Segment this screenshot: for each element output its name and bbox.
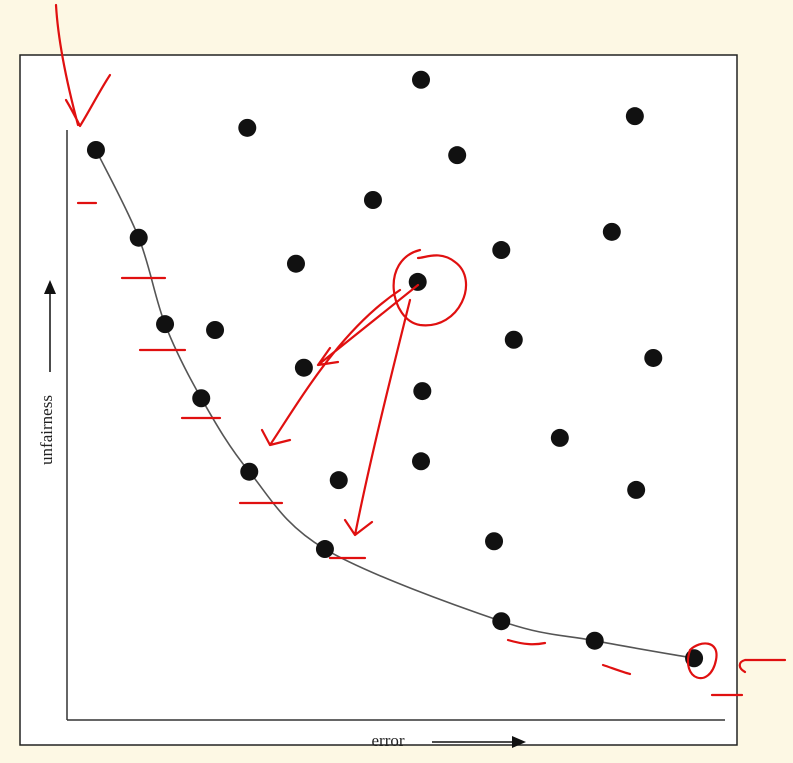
ink-end-mark (687, 642, 787, 680)
ink-ticks (76, 201, 744, 697)
y-axis-label: unfairness (37, 395, 56, 465)
point (86, 140, 105, 159)
x-axis-label: error (371, 731, 404, 750)
point (412, 452, 431, 471)
y-axis-arrowhead (44, 280, 56, 294)
point (286, 254, 305, 273)
point (585, 631, 604, 650)
figure-frame (19, 54, 738, 746)
frontier-curve (95, 149, 695, 660)
point (602, 222, 621, 241)
point (448, 146, 467, 165)
point (492, 241, 511, 260)
ink-arrows (260, 283, 420, 537)
point (625, 107, 644, 126)
point (492, 612, 511, 631)
point (315, 540, 334, 559)
point (550, 428, 569, 447)
point (627, 480, 646, 499)
point (408, 272, 427, 291)
point (412, 70, 431, 89)
point (644, 348, 663, 367)
point (363, 191, 382, 209)
point (192, 389, 211, 408)
point (240, 462, 259, 481)
point (129, 228, 148, 247)
ink-mark (54, 3, 112, 128)
handwritten-annotations (54, 3, 787, 697)
point (413, 382, 432, 401)
point (206, 321, 225, 339)
point (238, 118, 257, 137)
x-axis-arrowhead (512, 736, 526, 748)
point (504, 330, 523, 349)
point (294, 358, 313, 377)
ink-circle (392, 248, 468, 327)
point (329, 471, 348, 490)
point (485, 532, 504, 551)
point (156, 315, 175, 334)
